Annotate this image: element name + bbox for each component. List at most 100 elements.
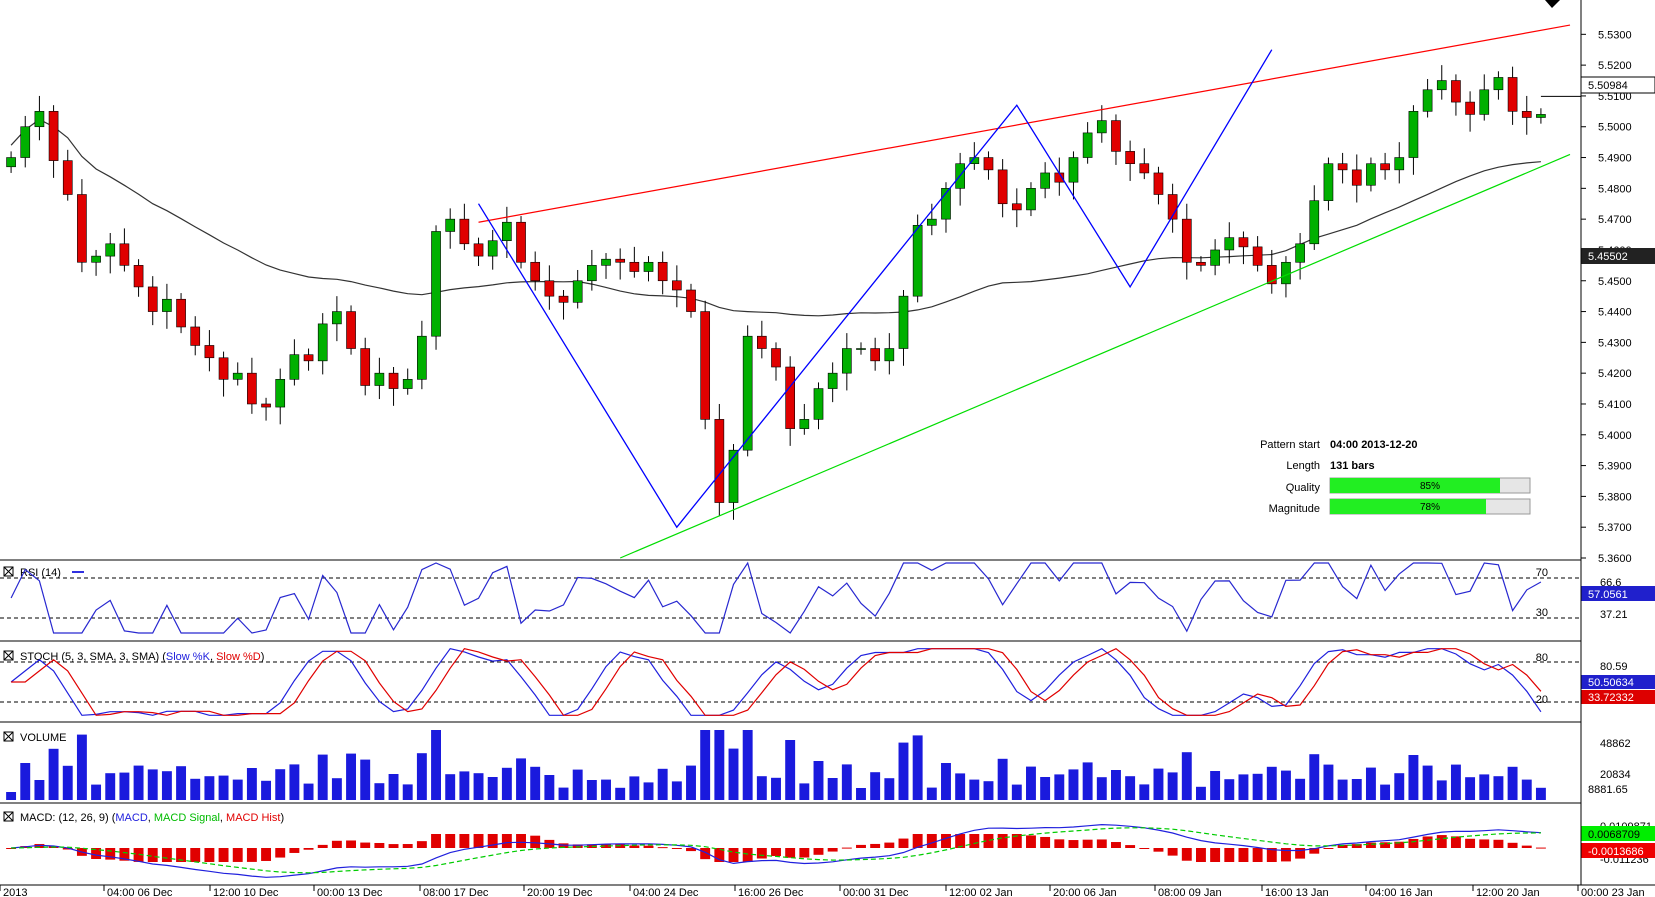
volume-bar [1535, 787, 1546, 800]
volume-close-icon[interactable] [3, 731, 14, 742]
candle [714, 403, 725, 517]
candle [459, 203, 470, 250]
candle [1507, 66, 1518, 125]
candle-body [1451, 80, 1461, 103]
candle [1266, 249, 1277, 294]
candle-body [1011, 203, 1022, 211]
volume-bar [1337, 779, 1348, 800]
candle [1210, 239, 1220, 276]
macd-line [11, 823, 1541, 878]
candle-body [1351, 169, 1362, 186]
macd-hist-bar [473, 834, 484, 848]
macd-hist-bar [190, 848, 201, 862]
macd-hist-bar [133, 848, 144, 862]
volume-bar [289, 764, 300, 800]
volume-bar [771, 777, 781, 800]
candle [1521, 95, 1532, 135]
volume-bar [1280, 770, 1291, 800]
macd-hist-bar [303, 848, 314, 850]
rsi-title: RSI (14) [20, 567, 61, 579]
candle [119, 228, 130, 272]
macd-hist-bar [91, 848, 102, 860]
candle-body [431, 231, 441, 337]
volume-bar [544, 775, 555, 800]
volume-bar [119, 772, 130, 800]
candle-body [1082, 132, 1093, 158]
volume-close-cross-icon [3, 731, 14, 742]
macd-hist-bar [1096, 839, 1107, 848]
candle-body [417, 335, 427, 380]
candle [473, 237, 484, 266]
candle [1040, 162, 1050, 199]
macd-hist-bar [1153, 848, 1164, 852]
candle-body [757, 335, 767, 349]
macd-hist-bar [1026, 835, 1036, 848]
macd-hist-bar [147, 848, 158, 862]
volume-bar [501, 767, 512, 800]
volume-bar [516, 758, 526, 800]
stoch-axis-high: 80.59 [1600, 661, 1628, 673]
candle [218, 351, 229, 397]
candle [1394, 142, 1405, 184]
time-tick-label: 16:00 13 Jan [1265, 887, 1329, 897]
macd-close-icon[interactable] [3, 811, 14, 822]
candle-body [176, 298, 186, 328]
stoch-title: STOCH (5, 3, SMA, 3, SMA) (Slow %K, Slow… [20, 651, 264, 663]
macd-hist-bar [360, 842, 371, 848]
candle-body [799, 419, 810, 429]
candle [91, 249, 101, 276]
candle [1479, 74, 1490, 121]
macd-hist-bar [416, 841, 427, 848]
volume-bar [473, 773, 484, 800]
candle [48, 105, 59, 178]
macd-hist-bar [629, 845, 640, 848]
volume-bar [1266, 766, 1277, 800]
candle [587, 249, 597, 291]
price-tick-label: 5.4900 [1598, 153, 1632, 165]
candle [700, 300, 711, 430]
candle-body [20, 126, 31, 158]
volume-bar [884, 778, 895, 800]
macd-hist-bar [1422, 836, 1433, 848]
time-tick-label: 08:00 17 Dec [423, 887, 489, 897]
rsi-close-icon[interactable] [3, 566, 14, 577]
macd-hist-bar [346, 840, 357, 848]
macd-hist-bar [1167, 848, 1178, 856]
resistance-line [478, 24, 1571, 223]
candle [771, 342, 781, 381]
candle-body [1380, 163, 1390, 171]
macd-hist-bar [176, 848, 187, 862]
candle [672, 265, 682, 308]
scroll-indicator-icon[interactable] [1545, 0, 1560, 8]
candle-body [218, 357, 229, 380]
candle [417, 320, 427, 390]
candle-body [827, 372, 838, 389]
macd-hist-bar [261, 848, 272, 861]
stoch-close-icon[interactable] [3, 650, 14, 661]
candle-body [587, 265, 597, 282]
candle [332, 296, 342, 342]
macd-hist-label: -0.0013686 [1588, 846, 1644, 858]
macd-hist-bar [1309, 848, 1320, 854]
volume-bar [1026, 766, 1036, 800]
macd-hist-bar [615, 844, 626, 848]
macd-hist-bar [785, 848, 796, 858]
candle [572, 269, 583, 309]
candle [686, 283, 696, 318]
volume-bar [1380, 784, 1391, 800]
volume-bar [204, 776, 215, 800]
volume-bar [629, 776, 640, 800]
candle-body [445, 218, 456, 232]
time-tick-label: 04:00 24 Dec [633, 887, 699, 897]
stoch-close-cross-icon [3, 650, 14, 661]
macd-hist-bar [1054, 839, 1065, 848]
time-tick-label: 08:00 09 Jan [1158, 887, 1222, 897]
volume-bar [6, 792, 17, 800]
stoch-k-box [1581, 675, 1655, 689]
candle-body [487, 240, 498, 257]
volume-bar [261, 780, 272, 800]
candle-body [629, 261, 640, 272]
volume-bar [1224, 779, 1235, 800]
candle-body [601, 258, 611, 266]
